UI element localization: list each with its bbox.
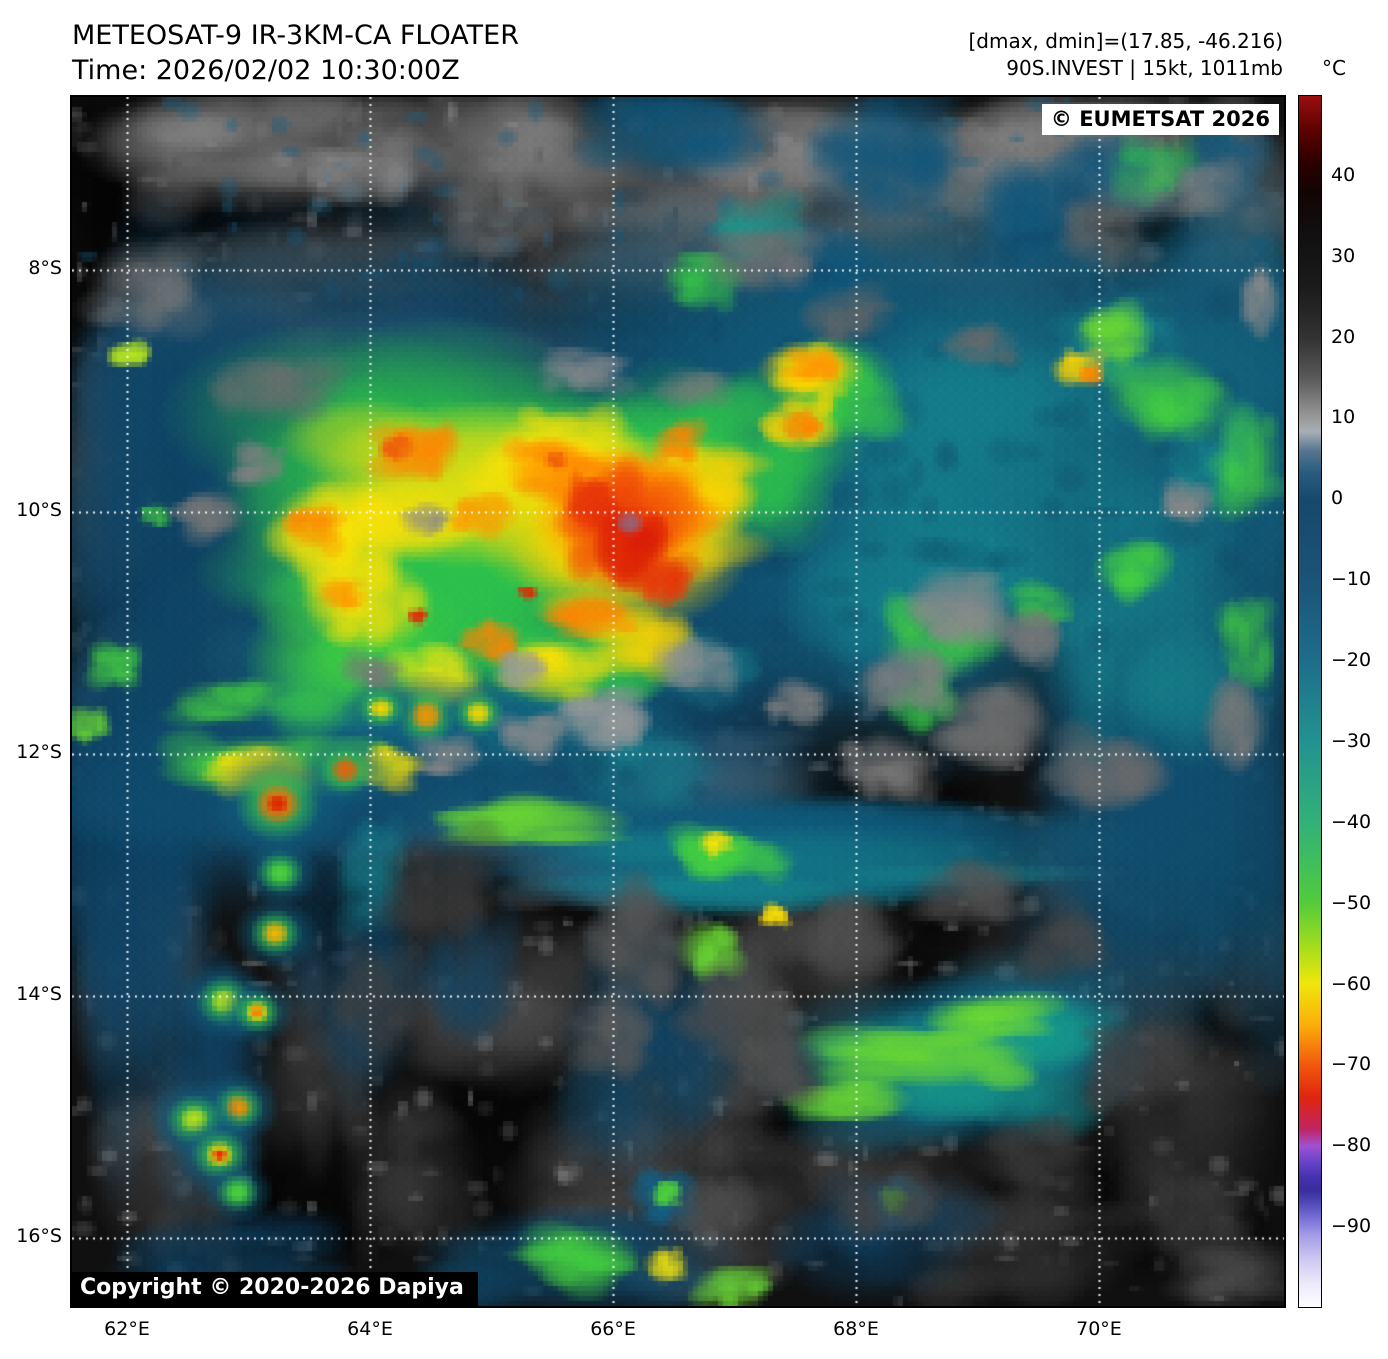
colorbar-tick-label: 0 (1331, 487, 1344, 510)
lat-tick-label: 10°S (16, 499, 62, 522)
lat-tick-label: 14°S (16, 983, 62, 1006)
colorbar-tick-label: −60 (1331, 972, 1372, 995)
plot-title: METEOSAT-9 IR-3KM-CA FLOATER Time: 2026/… (72, 18, 519, 88)
colorbar (1298, 95, 1322, 1308)
colorbar-tick-label: 20 (1331, 325, 1356, 348)
colorbar-tick-label: −40 (1331, 810, 1372, 833)
colorbar-tick-label: −50 (1331, 891, 1372, 914)
lon-tick-label: 62°E (104, 1318, 150, 1340)
time-line: Time: 2026/02/02 10:30:00Z (72, 55, 460, 86)
lat-tick-label: 8°S (28, 257, 62, 280)
colorbar-tick-label: −20 (1331, 649, 1372, 672)
colorbar-unit-label: °C (1322, 56, 1346, 80)
lat-tick-label: 16°S (16, 1225, 62, 1248)
colorbar-tick-label: −70 (1331, 1053, 1372, 1076)
storm-info-label: 90S.INVEST | 15kt, 1011mb (1006, 56, 1283, 80)
colorbar-tick-label: 30 (1331, 244, 1356, 267)
title-line: METEOSAT-9 IR-3KM-CA FLOATER (72, 20, 519, 51)
copyright-badge: Copyright © 2020-2026 Dapiya (72, 1272, 478, 1306)
lat-tick-label: 12°S (16, 741, 62, 764)
colorbar-tick-label: −30 (1331, 729, 1372, 752)
lon-tick-label: 70°E (1076, 1318, 1122, 1340)
colorbar-tick-label: −80 (1331, 1134, 1372, 1157)
colorbar-tick-label: −90 (1331, 1215, 1372, 1238)
eumetsat-credit-badge: © EUMETSAT 2026 (1041, 104, 1279, 135)
satellite-map: © EUMETSAT 2026 Copyright © 2020-2026 Da… (70, 95, 1286, 1308)
colorbar-tick-label: 40 (1331, 163, 1356, 186)
dmax-dmin-label: [dmax, dmin]=(17.85, -46.216) (968, 29, 1283, 53)
satellite-canvas (72, 97, 1284, 1306)
header-right: [dmax, dmin]=(17.85, -46.216) 90S.INVEST… (968, 28, 1283, 82)
colorbar-tick-label: −10 (1331, 568, 1372, 591)
lon-tick-label: 64°E (347, 1318, 393, 1340)
lon-tick-label: 68°E (833, 1318, 879, 1340)
colorbar-tick-label: 10 (1331, 406, 1356, 429)
lon-tick-label: 66°E (590, 1318, 636, 1340)
